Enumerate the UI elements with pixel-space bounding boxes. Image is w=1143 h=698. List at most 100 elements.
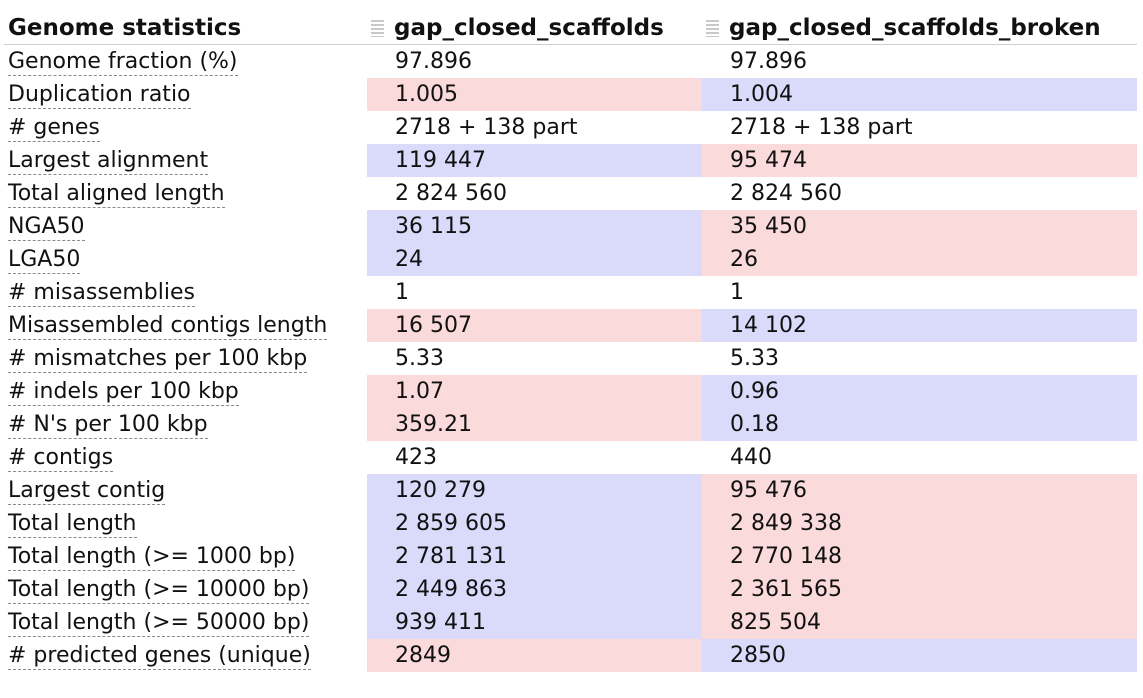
table-row: # genes 2718 + 138 part 2718 + 138 part — [4, 111, 1137, 144]
metric-value-cell: 2850 — [702, 639, 1137, 672]
metric-value-cell: 36 115 — [367, 210, 702, 243]
table-row: Total length (>= 10000 bp) 2 449 863 2 3… — [4, 573, 1137, 606]
metric-value-cell: 2 824 560 — [395, 181, 507, 206]
metric-label[interactable]: Total length (>= 50000 bp) — [8, 610, 310, 637]
metric-label-cell[interactable]: Total length (>= 1000 bp) — [4, 540, 367, 573]
table-row: NGA50 36 115 35 450 — [4, 210, 1137, 243]
metric-label-cell[interactable]: LGA50 — [4, 243, 367, 276]
metric-value-cell: 97.896 — [395, 49, 472, 74]
metric-value-cell: 825 504 — [702, 606, 1137, 639]
metric-value-cell: 97.896 — [730, 49, 807, 74]
genome-statistics-heading: Genome statistics — [4, 12, 367, 45]
table-row: Total length 2 859 605 2 849 338 — [4, 507, 1137, 540]
metric-label-cell[interactable]: # N's per 100 kbp — [4, 408, 367, 441]
metric-label-cell[interactable]: Total aligned length — [4, 177, 367, 210]
metric-label-cell[interactable]: # mismatches per 100 kbp — [4, 342, 367, 375]
metric-label[interactable]: # misassemblies — [8, 280, 195, 307]
metric-label-cell[interactable]: Duplication ratio — [4, 78, 367, 111]
metric-label[interactable]: # predicted genes (unique) — [8, 643, 311, 670]
metric-label[interactable]: # indels per 100 kbp — [8, 379, 239, 406]
metric-label-cell[interactable]: # indels per 100 kbp — [4, 375, 367, 408]
metric-value-cell: 5.33 — [730, 346, 779, 371]
metric-value-cell: 939 411 — [367, 606, 702, 639]
metric-label[interactable]: Genome fraction (%) — [8, 49, 238, 76]
metric-value-cell: 16 507 — [367, 309, 702, 342]
table-row: Total length (>= 1000 bp) 2 781 131 2 77… — [4, 540, 1137, 573]
metric-label[interactable]: Total aligned length — [8, 181, 225, 208]
metric-value-cell: 119 447 — [367, 144, 702, 177]
metric-label-cell[interactable]: # genes — [4, 111, 367, 144]
metric-value-cell: 0.18 — [702, 408, 1137, 441]
table-row: # misassemblies 1 1 — [4, 276, 1137, 309]
metric-label[interactable]: Misassembled contigs length — [8, 313, 328, 340]
metric-value-cell: 2 859 605 — [367, 507, 702, 540]
metric-value-cell: 26 — [702, 243, 1137, 276]
metric-value-cell: 1 — [395, 280, 409, 305]
metric-value-cell: 120 279 — [367, 474, 702, 507]
column-header-label: gap_closed_scaffolds — [394, 15, 664, 41]
table-row: # contigs 423 440 — [4, 441, 1137, 474]
metric-label[interactable]: # contigs — [8, 445, 114, 472]
metric-value-cell: 2849 — [367, 639, 702, 672]
metric-label[interactable]: Largest contig — [8, 478, 166, 505]
metric-label-cell[interactable]: Total length (>= 10000 bp) — [4, 573, 367, 606]
column-header-gap-closed-scaffolds[interactable]: gap_closed_scaffolds — [367, 12, 702, 45]
table-body: Genome fraction (%) 97.896 97.896 Duplic… — [4, 45, 1137, 672]
metric-label[interactable]: # N's per 100 kbp — [8, 412, 208, 439]
metric-label-cell[interactable]: # misassemblies — [4, 276, 367, 309]
metric-label-cell[interactable]: # predicted genes (unique) — [4, 639, 367, 672]
table-row: Total length (>= 50000 bp) 939 411 825 5… — [4, 606, 1137, 639]
metric-value-cell: 2718 + 138 part — [395, 115, 578, 140]
table-row: Genome fraction (%) 97.896 97.896 — [4, 45, 1137, 79]
metric-value-cell: 24 — [367, 243, 702, 276]
metric-value-cell: 1.005 — [367, 78, 702, 111]
metric-value-cell: 359.21 — [367, 408, 702, 441]
metric-label-cell[interactable]: Misassembled contigs length — [4, 309, 367, 342]
metric-value-cell: 1.004 — [702, 78, 1137, 111]
metric-value-cell: 440 — [730, 445, 772, 470]
metric-value-cell: 2 449 863 — [367, 573, 702, 606]
metric-label-cell[interactable]: NGA50 — [4, 210, 367, 243]
metric-value-cell: 14 102 — [702, 309, 1137, 342]
metric-label-cell[interactable]: Genome fraction (%) — [4, 45, 367, 79]
drag-handle-icon[interactable] — [706, 20, 719, 37]
metric-value-cell: 2 361 565 — [702, 573, 1137, 606]
table-row: Duplication ratio 1.005 1.004 — [4, 78, 1137, 111]
metric-value-cell: 2718 + 138 part — [730, 115, 913, 140]
metric-value-cell: 2 849 338 — [702, 507, 1137, 540]
column-header-gap-closed-scaffolds-broken[interactable]: gap_closed_scaffolds_broken — [702, 12, 1137, 45]
column-header-label: gap_closed_scaffolds_broken — [729, 15, 1101, 41]
metric-value-cell: 95 474 — [702, 144, 1137, 177]
metric-label[interactable]: # genes — [8, 115, 100, 142]
metric-label-cell[interactable]: Largest contig — [4, 474, 367, 507]
metric-value-cell: 2 781 131 — [367, 540, 702, 573]
table-row: # N's per 100 kbp 359.21 0.18 — [4, 408, 1137, 441]
metric-label[interactable]: NGA50 — [8, 214, 85, 241]
metric-value-cell: 1.07 — [367, 375, 702, 408]
metric-value-cell: 2 770 148 — [702, 540, 1137, 573]
table-header-row: Genome statistics gap_closed_scaffolds g… — [4, 12, 1137, 45]
metric-label[interactable]: Total length — [8, 511, 137, 538]
metric-label[interactable]: Total length (>= 1000 bp) — [8, 544, 296, 571]
drag-handle-icon[interactable] — [371, 20, 384, 37]
metric-label[interactable]: Largest alignment — [8, 148, 209, 175]
metric-label[interactable]: Duplication ratio — [8, 82, 191, 109]
table-row: # mismatches per 100 kbp 5.33 5.33 — [4, 342, 1137, 375]
metric-value-cell: 5.33 — [395, 346, 444, 371]
metric-label[interactable]: Total length (>= 10000 bp) — [8, 577, 310, 604]
metric-value-cell: 95 476 — [702, 474, 1137, 507]
metric-label-cell[interactable]: Total length (>= 50000 bp) — [4, 606, 367, 639]
metric-value-cell: 1 — [730, 280, 744, 305]
metric-label-cell[interactable]: # contigs — [4, 441, 367, 474]
metric-label[interactable]: # mismatches per 100 kbp — [8, 346, 308, 373]
table-row: Misassembled contigs length 16 507 14 10… — [4, 309, 1137, 342]
metric-label[interactable]: LGA50 — [8, 247, 81, 274]
metric-label-cell[interactable]: Largest alignment — [4, 144, 367, 177]
table-row: Largest alignment 119 447 95 474 — [4, 144, 1137, 177]
metric-value-cell: 423 — [395, 445, 437, 470]
table-row: # predicted genes (unique) 2849 2850 — [4, 639, 1137, 672]
table-row: Total aligned length 2 824 560 2 824 560 — [4, 177, 1137, 210]
genome-statistics-table: Genome statistics gap_closed_scaffolds g… — [4, 12, 1137, 672]
metric-label-cell[interactable]: Total length — [4, 507, 367, 540]
table-row: LGA50 24 26 — [4, 243, 1137, 276]
